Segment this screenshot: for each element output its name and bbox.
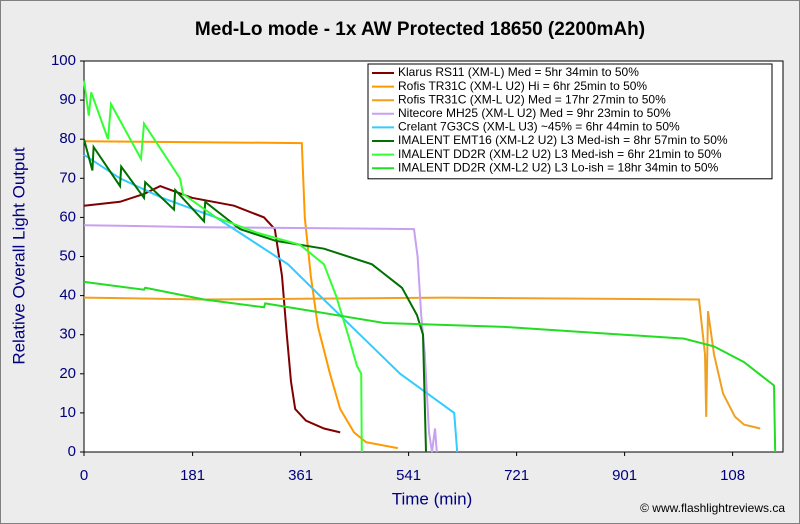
y-tick-label: 80 bbox=[59, 130, 76, 147]
y-tick-label: 50 bbox=[59, 247, 76, 264]
series-line bbox=[83, 140, 398, 450]
series-line bbox=[83, 296, 761, 430]
y-tick-label: 70 bbox=[59, 169, 76, 186]
legend-label: Crelant 7G3CS (XM-L U3) ~45% = 6hr 44min… bbox=[398, 120, 680, 134]
y-tick-label: 100 bbox=[51, 52, 76, 69]
legend-label: IMALENT DD2R (XM-L2 U2) L3 Med-ish = 6hr… bbox=[398, 147, 722, 161]
series-line bbox=[83, 153, 459, 453]
x-tick-label: 901 bbox=[612, 467, 637, 484]
legend-label: Klarus RS11 (XM-L) Med = 5hr 34min to 50… bbox=[398, 65, 639, 79]
y-tick-label: 30 bbox=[59, 326, 76, 343]
legend-label: Rofis TR31C (XM-L U2) Med = 17hr 27min t… bbox=[398, 92, 666, 106]
x-tick-label: 541 bbox=[396, 467, 421, 484]
y-tick-label: 20 bbox=[59, 365, 76, 382]
x-tick-label: 108 bbox=[720, 467, 745, 484]
y-tick-label: 10 bbox=[59, 404, 76, 421]
y-tick-label: 60 bbox=[59, 208, 76, 225]
x-tick-label: 721 bbox=[504, 467, 529, 484]
x-tick-label: 0 bbox=[80, 467, 88, 484]
legend-label: Nitecore MH25 (XM-L U2) Med = 9hr 23min … bbox=[398, 106, 671, 120]
credit: © www.flashlightreviews.ca bbox=[640, 501, 785, 515]
x-tick-label: 361 bbox=[288, 467, 313, 484]
chart-title: Med-Lo mode - 1x AW Protected 18650 (220… bbox=[195, 19, 645, 40]
legend-label: IMALENT DD2R (XM-L2 U2) L3 Lo-ish = 18hr… bbox=[398, 160, 719, 174]
y-tick-label: 0 bbox=[68, 443, 76, 460]
y-tick-label: 40 bbox=[59, 287, 76, 304]
series-line bbox=[83, 280, 777, 453]
x-axis-label: Time (min) bbox=[392, 489, 473, 508]
legend-label: Rofis TR31C (XM-L U2) Hi = 6hr 25min to … bbox=[398, 79, 647, 93]
legend-label: IMALENT EMT16 (XM-L2 U2) L3 Med-ish = 8h… bbox=[398, 133, 728, 147]
series-line bbox=[83, 138, 427, 453]
series-line bbox=[83, 80, 363, 453]
legend-box bbox=[367, 63, 773, 180]
y-tick-label: 90 bbox=[59, 91, 76, 108]
x-tick-label: 181 bbox=[180, 467, 205, 484]
y-axis-label: Relative Overall Light Output bbox=[9, 147, 28, 365]
